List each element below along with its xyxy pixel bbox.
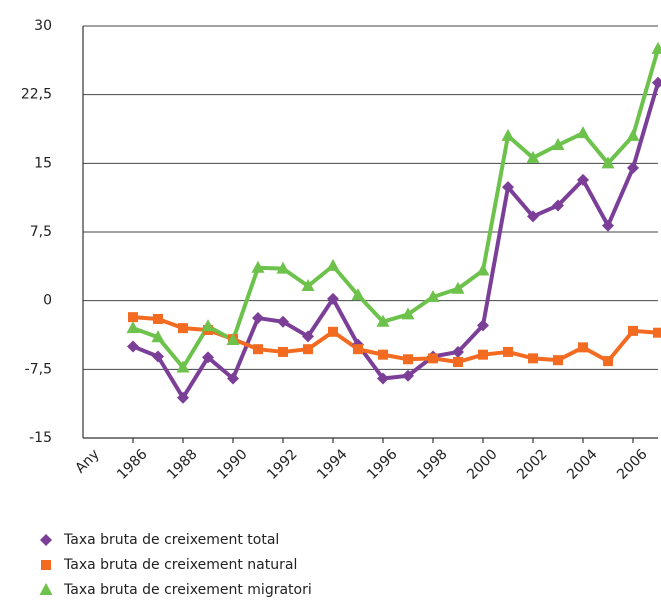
marker [503, 347, 513, 357]
x-axis-label: Any [72, 446, 102, 476]
marker [403, 354, 413, 364]
marker [353, 344, 363, 354]
marker [502, 129, 515, 141]
y-tick-label: 30 [34, 18, 52, 34]
legend-marker [40, 583, 53, 595]
marker [627, 129, 640, 141]
y-tick-label: 22,5 [21, 87, 52, 103]
x-tick-label: 1996 [364, 446, 401, 483]
marker [578, 342, 588, 352]
marker [178, 323, 188, 333]
legend-marker [40, 534, 52, 546]
legend-label: Taxa bruta de creixement migratori [63, 582, 312, 598]
marker [303, 344, 313, 354]
marker [327, 259, 340, 271]
y-tick-label: 7,5 [30, 224, 52, 240]
x-tick-label: 1994 [314, 446, 351, 483]
marker [528, 353, 538, 363]
marker [453, 357, 463, 367]
legend-marker [41, 560, 51, 570]
marker [653, 328, 661, 338]
marker [603, 356, 613, 366]
x-tick-label: 2006 [614, 446, 651, 483]
series-line [133, 49, 658, 368]
marker [378, 350, 388, 360]
y-tick-label: -15 [29, 430, 52, 446]
x-tick-label: 1992 [264, 446, 301, 483]
marker [428, 353, 438, 363]
marker [577, 126, 590, 138]
marker [652, 77, 661, 89]
marker [477, 263, 490, 275]
legend-label: Taxa bruta de creixement total [63, 532, 279, 548]
x-tick-label: 2002 [514, 446, 551, 483]
x-tick-label: 1986 [114, 446, 151, 483]
x-tick-label: 1988 [164, 446, 201, 483]
marker [153, 314, 163, 324]
x-tick-label: 1998 [414, 446, 451, 483]
marker [127, 321, 140, 333]
marker [278, 347, 288, 357]
marker [628, 326, 638, 336]
x-tick-label: 2000 [464, 446, 501, 483]
x-tick-label: 2004 [564, 446, 601, 483]
marker [127, 340, 139, 352]
y-tick-label: 0 [43, 293, 52, 309]
x-tick-label: 1990 [214, 446, 251, 483]
marker [128, 312, 138, 322]
marker [478, 350, 488, 360]
y-tick-label: 15 [34, 155, 52, 171]
marker [652, 42, 661, 54]
legend-label: Taxa bruta de creixement natural [63, 557, 297, 573]
marker [553, 355, 563, 365]
marker [253, 344, 263, 354]
y-tick-label: -7,5 [25, 361, 52, 377]
marker [252, 312, 264, 324]
marker [328, 327, 338, 337]
